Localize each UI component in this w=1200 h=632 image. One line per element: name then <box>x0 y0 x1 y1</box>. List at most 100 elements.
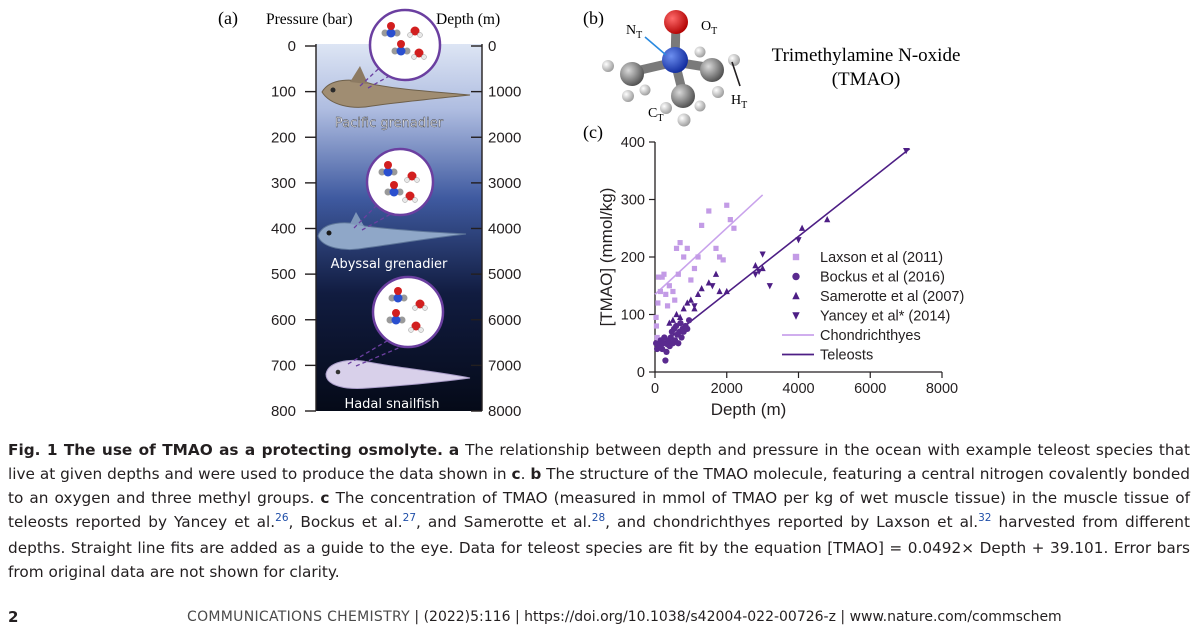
caption-text-c1: The concentration of TMAO (measured in m… <box>8 489 1190 531</box>
water-cluster-circle-1 <box>368 8 442 82</box>
atom-label-h: HT <box>731 93 747 111</box>
data-point-square <box>653 323 660 329</box>
data-point-square <box>677 240 683 246</box>
panel-c-label: (c) <box>583 122 603 143</box>
depth-tick-label: 2000 <box>488 129 521 146</box>
data-point-square <box>792 253 800 261</box>
citation-32[interactable]: 32 <box>978 512 992 524</box>
data-point-triangle-up <box>677 313 684 320</box>
data-point-square <box>724 202 730 208</box>
x-tick-label: 0 <box>651 381 659 397</box>
figure-1: (a) Pressure (bar) Depth (m) 0 100 200 300 4… <box>218 8 964 420</box>
data-point-triangle-up <box>694 290 702 297</box>
tmao-depth-chart: 0 2000 4000 6000 8000 0 100 200 300 400 Depth (m) [… <box>597 135 964 419</box>
pressure-axis-title: Pressure (bar) <box>266 11 353 28</box>
data-point-triangle-up <box>687 296 694 303</box>
data-point-triangle-down <box>755 268 763 275</box>
data-point-square <box>666 283 672 289</box>
pressure-tick-label: 200 <box>271 129 296 146</box>
data-point-square <box>653 314 659 320</box>
data-point-square <box>688 277 694 283</box>
pressure-tick-label: 700 <box>271 357 296 374</box>
caption-text-c4: , and chondrichthyes reported by Laxson … <box>605 513 979 531</box>
data-point-triangle-down <box>752 271 759 278</box>
data-point-circle <box>662 357 669 364</box>
legend-label: Teleosts <box>820 348 873 364</box>
y-tick-label: 100 <box>621 308 645 324</box>
data-point-triangle-up <box>716 287 723 295</box>
molecule-abbreviation: (TMAO) <box>832 69 901 90</box>
data-point-square <box>720 257 726 263</box>
data-point-triangle-down <box>759 251 766 258</box>
data-point-square <box>672 297 678 303</box>
depth-tick-label: 7000 <box>488 357 521 374</box>
caption-ref-c: c <box>511 465 521 483</box>
depth-tick-label: 5000 <box>488 266 521 283</box>
caption-key-c: c <box>320 489 330 507</box>
data-point-triangle-up <box>752 262 759 269</box>
caption-text-c3: , and Samerotte et al. <box>416 513 592 531</box>
data-point-triangle-up <box>673 310 680 318</box>
depth-tick-label: 6000 <box>488 312 521 329</box>
data-point-square <box>695 254 701 260</box>
data-point-circle <box>663 348 670 355</box>
data-point-square <box>659 274 665 280</box>
legend-label: Laxson et al (2011) <box>820 250 943 266</box>
legend-label: Chondrichthyes <box>820 328 921 344</box>
data-point-triangle-up <box>698 285 705 292</box>
data-point-triangle-up <box>824 216 831 223</box>
data-point-triangle-down <box>792 312 800 320</box>
figure-caption: Fig. 1 The use of TMAO as a protecting o… <box>8 441 1190 581</box>
data-point-square <box>663 291 669 297</box>
data-point-circle <box>677 320 684 327</box>
y-tick-label: 400 <box>621 135 645 151</box>
data-point-triangle-up <box>680 305 687 312</box>
data-point-square <box>664 303 671 309</box>
depth-tick-label: 4000 <box>488 221 521 238</box>
caption-figure-label: Fig. 1 <box>8 441 58 459</box>
data-point-triangle-up <box>798 224 806 231</box>
depth-tick-label: 0 <box>488 38 496 55</box>
page-footer: 2 COMMUNICATIONS CHEMISTRY | (2022)5:116… <box>0 606 1200 630</box>
y-axis-title: [TMAO] (mmol/kg) <box>597 188 616 327</box>
molecule-name: Trimethylamine N-oxide <box>772 45 961 66</box>
depth-tick-label: 3000 <box>488 175 521 192</box>
caption-text-b: The structure of the TMAO molecule, feat… <box>8 465 1190 507</box>
data-point-square <box>731 225 737 231</box>
data-point-square <box>657 288 663 295</box>
data-point-circle <box>678 334 685 341</box>
data-point-square <box>654 334 660 341</box>
data-point-circle <box>675 340 682 347</box>
page-number: 2 <box>8 608 19 626</box>
depth-ticks: 0 1000 2000 3000 4000 5000 6000 7000 8000 <box>471 38 521 420</box>
citation-doi[interactable]: | (2022)5:116 | https://doi.org/10.1038/… <box>414 609 1062 625</box>
journal-name: COMMUNICATIONS CHEMISTRY <box>187 609 410 625</box>
data-point-triangle-up <box>712 270 720 277</box>
x-tick-label: 4000 <box>782 381 814 397</box>
fit-line-teleosts <box>654 148 911 351</box>
data-point-triangle-up <box>666 319 673 326</box>
fish-label-abyssal: Abyssal grenadier <box>331 257 448 272</box>
depth-tick-label: 1000 <box>488 84 521 101</box>
data-point-triangle-down <box>709 283 716 290</box>
data-point-circle <box>685 317 693 324</box>
data-point-square <box>673 245 680 251</box>
data-point-triangle-down <box>903 148 910 155</box>
citation-26[interactable]: 26 <box>275 512 289 524</box>
citation-28[interactable]: 28 <box>591 512 606 524</box>
x-tick-label: 6000 <box>854 381 886 397</box>
data-point-square <box>661 271 667 277</box>
legend-label: Samerotte et al (2007) <box>820 289 964 305</box>
data-point-triangle-down <box>766 283 773 290</box>
citation-27[interactable]: 27 <box>402 512 417 524</box>
hadal-snailfish-illustration: Hadal snailfish <box>325 337 471 412</box>
legend-label: Yancey et al* (2014) <box>820 309 950 325</box>
data-point-square <box>670 288 676 295</box>
data-point-triangle-up <box>669 316 677 323</box>
panel-a: (a) Pressure (bar) Depth (m) 0 100 200 300 4… <box>218 8 521 420</box>
atom-label-n: NT <box>626 23 642 41</box>
legend-label: Bockus et al (2016) <box>820 270 945 286</box>
data-point-triangle-down <box>691 303 698 310</box>
caption-title: The use of TMAO as a protecting osmolyte… <box>63 441 443 459</box>
pressure-ticks: 0 100 200 300 400 500 600 700 800 <box>271 38 316 420</box>
